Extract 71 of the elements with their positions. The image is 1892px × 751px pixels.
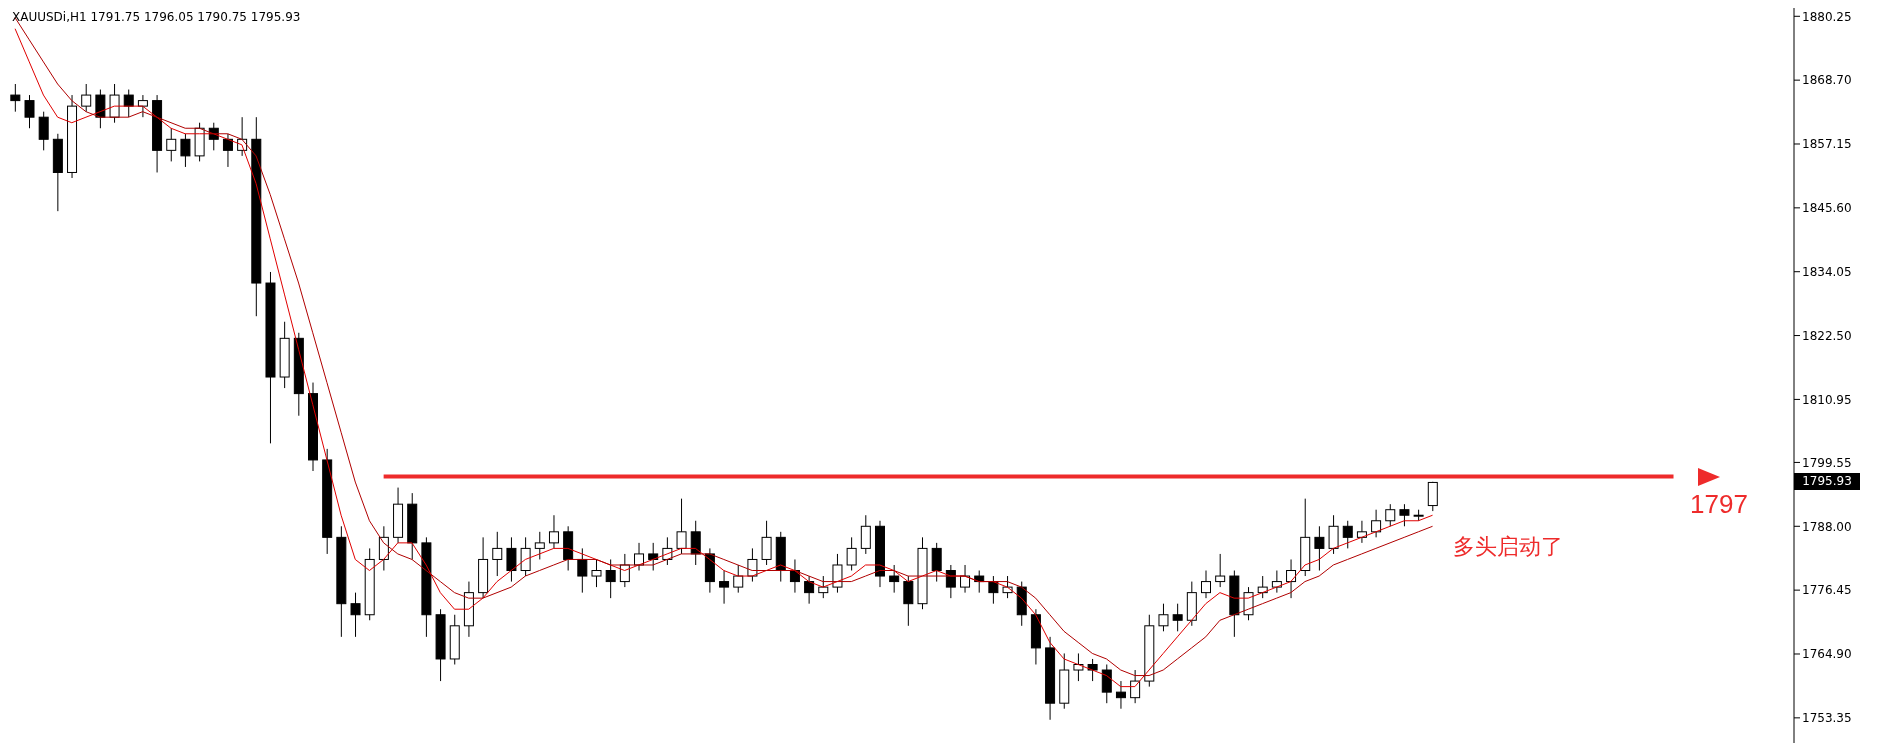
candlestick [591, 558, 602, 588]
candlestick [605, 558, 616, 599]
candlestick [648, 542, 659, 572]
candlestick [38, 111, 49, 151]
candlestick [1002, 575, 1013, 599]
candlestick [492, 531, 503, 577]
candlestick [1427, 481, 1438, 512]
y-tick-label: 1834.05 [1802, 264, 1852, 279]
y-tick-label: 1845.60 [1802, 201, 1852, 216]
candlestick [506, 536, 517, 583]
candlestick [1115, 680, 1126, 710]
candlestick [676, 498, 687, 555]
candlestick [889, 564, 900, 594]
y-tick-label: 1822.50 [1802, 328, 1852, 343]
candlestick [1399, 503, 1410, 527]
candlestick [24, 94, 35, 129]
candlestick [1385, 503, 1396, 527]
candlestick [1101, 664, 1112, 704]
candlestick [988, 575, 999, 605]
candlestick [577, 547, 588, 594]
candlestick [846, 536, 857, 572]
candlestick [1314, 525, 1325, 572]
candlestick [548, 514, 559, 549]
candlestick [960, 564, 971, 594]
candlestick [719, 570, 730, 605]
y-tick-label: 1799.55 [1802, 455, 1852, 470]
candlestick [1328, 514, 1339, 555]
candlestick [520, 536, 531, 577]
candlestick [180, 133, 191, 168]
candlestick [733, 564, 744, 594]
y-tick-label: 1810.95 [1802, 392, 1852, 407]
candlestick [1371, 509, 1382, 538]
candlestick [1087, 658, 1098, 682]
candlestick [1271, 570, 1282, 594]
text: 1795.93 [1794, 473, 1860, 491]
candlestick [1201, 570, 1211, 599]
y-tick-label: 1753.35 [1802, 711, 1852, 726]
candlestick [832, 553, 843, 594]
candlestick [10, 83, 21, 113]
y-tick-label: 1868.70 [1802, 73, 1852, 88]
y-tick-label: 1788.00 [1802, 519, 1852, 534]
candlestick [137, 94, 148, 118]
candlestick [761, 520, 772, 566]
candlestick [109, 83, 120, 124]
candlestick [1286, 558, 1297, 599]
candlestick [350, 592, 361, 638]
candlestick [860, 514, 871, 555]
annotation: 多头启动了 [1453, 533, 1563, 562]
chart-title: XAUUSDi,H1 1791.75 1796.05 1790.75 1795.93 [12, 10, 301, 24]
candlestick [95, 89, 106, 129]
legend-label: 1797 [1690, 488, 1748, 520]
candlestick [1215, 553, 1226, 588]
candlestick [166, 127, 177, 162]
y-tick-label: 1776.45 [1802, 583, 1852, 598]
candlestick [222, 133, 233, 168]
y-tick-label: 1880.25 [1802, 9, 1852, 24]
y-tick-label: 1857.15 [1802, 137, 1852, 152]
candlestick [81, 83, 92, 113]
candlestick [123, 89, 134, 118]
candlestick [818, 575, 829, 599]
candlestick [534, 531, 545, 560]
candlestick [1356, 520, 1367, 544]
candlestick [1158, 603, 1169, 632]
candlestick [1342, 520, 1353, 549]
candlestick [690, 520, 701, 566]
candlestick [1130, 669, 1141, 704]
candlestick [804, 575, 815, 605]
candlestick [1172, 603, 1183, 632]
y-tick-label: 1764.90 [1802, 647, 1852, 662]
candlestick [903, 575, 914, 627]
candlestick [931, 542, 942, 583]
